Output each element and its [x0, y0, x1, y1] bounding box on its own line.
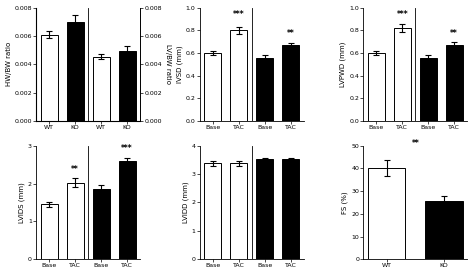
Bar — [119, 161, 136, 259]
Y-axis label: HW/BW ratio: HW/BW ratio — [6, 42, 11, 87]
Bar — [67, 183, 84, 259]
Bar — [230, 163, 247, 259]
Text: **: ** — [71, 165, 79, 174]
Bar — [394, 28, 411, 121]
Bar — [282, 159, 299, 259]
Text: ***: *** — [121, 144, 133, 153]
Bar — [282, 45, 299, 121]
Bar — [368, 169, 405, 259]
Y-axis label: LVPWD (mm): LVPWD (mm) — [340, 42, 347, 87]
Bar — [41, 35, 58, 121]
Bar — [256, 159, 273, 259]
Bar — [446, 45, 463, 121]
Text: ***: *** — [233, 10, 245, 19]
Text: ***: *** — [396, 10, 408, 19]
Y-axis label: FS (%): FS (%) — [342, 191, 349, 214]
Bar — [425, 201, 463, 259]
Bar — [256, 58, 273, 121]
Bar — [41, 204, 58, 259]
Bar — [204, 53, 221, 121]
Bar — [230, 30, 247, 121]
Bar — [204, 163, 221, 259]
Bar — [420, 58, 437, 121]
Y-axis label: IVSD (mm): IVSD (mm) — [176, 45, 183, 83]
Bar — [119, 51, 136, 121]
Bar — [368, 53, 385, 121]
Text: **: ** — [412, 139, 419, 148]
Y-axis label: LVIDD (mm): LVIDD (mm) — [182, 182, 189, 223]
Y-axis label: LVIDS (mm): LVIDS (mm) — [18, 182, 25, 223]
Text: **: ** — [450, 29, 458, 38]
Y-axis label: LV/BW ratio: LV/BW ratio — [165, 44, 171, 84]
Bar — [93, 189, 110, 259]
Text: **: ** — [287, 29, 295, 38]
Bar — [93, 56, 110, 121]
Bar — [67, 22, 84, 121]
